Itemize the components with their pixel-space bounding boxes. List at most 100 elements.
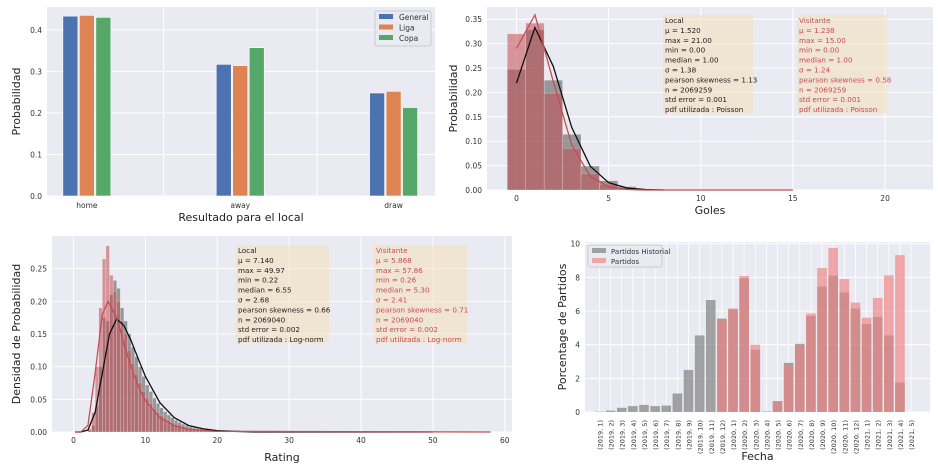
- y-tick-label: 0.10: [30, 363, 47, 372]
- stats-line: median = 1.00: [665, 56, 719, 65]
- y-axis-label: Porcentage de Partidos: [556, 263, 569, 390]
- x-tick-label: (2019, 11): [708, 420, 716, 454]
- y-tick-label: 8: [575, 273, 580, 282]
- x-tick-label: (2020, 6): [786, 420, 794, 450]
- stats-line: std error = 0.001: [665, 95, 727, 104]
- y-tick-label: 0: [575, 408, 580, 417]
- hist-bar-visitante: [102, 259, 106, 432]
- stats-line: min = 0.22: [238, 276, 278, 285]
- x-tick-label: (2020, 5): [775, 420, 783, 450]
- y-tick-label: 4: [575, 341, 580, 350]
- x-tick-label: (2020, 9): [819, 420, 827, 450]
- bar-general-away: [216, 64, 231, 196]
- x-tick-label: (2021, 5): [908, 420, 916, 450]
- x-tick-label: (2021, 4): [897, 420, 905, 450]
- stats-line: pdf utilizada : Poisson: [665, 105, 743, 114]
- stats-line: σ = 2.41: [376, 296, 407, 305]
- bar-partidos-historial-2: [617, 408, 627, 412]
- x-tick-label: (2019, 4): [630, 420, 638, 450]
- bar-partidos-historial-7: [673, 393, 683, 412]
- x-axis-label: Resultado para el local: [178, 211, 303, 224]
- bar-partidos-21: [828, 248, 838, 412]
- legend-swatch: [592, 258, 606, 263]
- bar-general-draw: [370, 93, 385, 196]
- stats-line: pdf utilizada : Poisson: [799, 105, 877, 114]
- x-tick-label: 0: [514, 194, 519, 203]
- stats-line: n = 2069040: [376, 315, 424, 324]
- stats-line: max = 15.00: [799, 36, 846, 45]
- x-axis-label: Goles: [695, 204, 726, 217]
- y-tick-label: 0.00: [465, 186, 482, 195]
- x-axis-label: Fecha: [741, 450, 773, 463]
- x-tick-label: (2019, 7): [663, 420, 671, 450]
- bar-partidos-historial-6: [661, 406, 671, 412]
- stats-line: min = 0.00: [665, 46, 706, 55]
- y-tick-label: 10: [570, 240, 580, 249]
- x-tick-label: (2019, 6): [652, 420, 660, 450]
- stats-line: median = 6.55: [238, 286, 292, 295]
- x-tick-label: (2020, 12): [852, 420, 860, 454]
- stats-title: Visitante: [799, 16, 831, 25]
- stats-title: Local: [665, 16, 684, 25]
- x-tick-label: home: [76, 201, 98, 210]
- stats-line: σ = 1.24: [799, 66, 831, 75]
- stats-line: pdf utilizada : Log-norm: [376, 335, 462, 344]
- hist-bar-visitante: [544, 93, 562, 190]
- bar-partidos-20: [817, 268, 827, 412]
- stats-line: n = 2069259: [799, 85, 847, 94]
- x-tick-label: (2019, 3): [619, 420, 627, 450]
- y-tick-label: 0.15: [30, 330, 47, 339]
- bar-partidos-historial-1: [606, 411, 616, 412]
- x-tick-label: (2020, 7): [797, 420, 805, 450]
- y-tick-label: 0.3: [30, 67, 42, 76]
- y-tick-label: 0.30: [465, 40, 482, 49]
- bar-partidos-25: [873, 298, 883, 412]
- x-tick-label: 10: [141, 436, 151, 445]
- x-tick-label: 40: [356, 436, 366, 445]
- stats-line: pearson skewness = 0.58: [799, 75, 892, 84]
- stats-line: pdf utilizada : Log-norm: [238, 335, 324, 344]
- bar-partidos-historial-4: [639, 405, 649, 412]
- legend-swatch: [379, 35, 393, 40]
- x-tick-label: (2021, 3): [886, 420, 894, 450]
- x-tick-label: 20: [213, 436, 223, 445]
- stats-line: μ = 1.520: [665, 26, 701, 35]
- y-tick-label: 0.1: [30, 150, 42, 159]
- y-tick-label: 0.20: [465, 88, 482, 97]
- x-tick-label: (2019, 1): [596, 420, 604, 450]
- x-tick-label: (2020, 8): [808, 420, 816, 450]
- stats-line: μ = 1.238: [799, 26, 835, 35]
- y-tick-label: 0.05: [465, 162, 482, 171]
- legend-swatch: [379, 25, 393, 30]
- bar-partidos-26: [884, 275, 894, 412]
- x-tick-label: 60: [500, 436, 510, 445]
- legend-swatch: [592, 248, 606, 253]
- bar-partidos-historial-10: [706, 300, 716, 412]
- y-tick-label: 0.2: [30, 109, 42, 118]
- x-tick-label: (2021, 1): [864, 420, 872, 450]
- x-tick-label: (2020, 1): [730, 420, 738, 450]
- bar-partidos-18: [795, 346, 805, 412]
- bar-liga-home: [79, 15, 94, 196]
- x-tick-label: (2019, 12): [719, 420, 727, 454]
- bar-partidos-historial-3: [628, 406, 638, 412]
- y-tick-label: 0.20: [30, 297, 47, 306]
- legend-label: Copa: [399, 34, 418, 43]
- x-tick-label: (2019, 8): [674, 420, 682, 450]
- x-tick-label: 0: [71, 436, 76, 445]
- bar-partidos-27: [895, 255, 905, 412]
- y-tick-label: 0.4: [30, 26, 42, 35]
- x-tick-label: (2019, 2): [608, 420, 616, 450]
- stats-line: n = 2069040: [238, 315, 286, 324]
- y-tick-label: 2: [575, 374, 580, 383]
- x-tick-label: 20: [880, 194, 890, 203]
- stats-line: μ = 7.140: [238, 256, 274, 265]
- y-tick-label: 0.25: [30, 265, 47, 274]
